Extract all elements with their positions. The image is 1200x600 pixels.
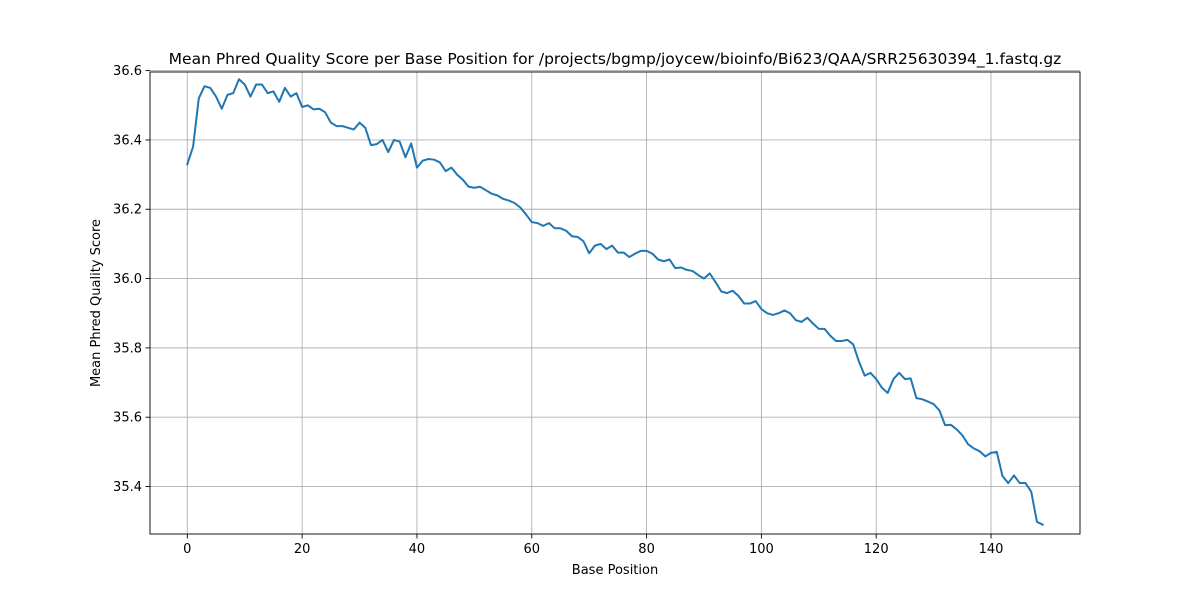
- y-tick-label: 36.2: [113, 203, 142, 218]
- y-tick-label: 35.4: [113, 480, 142, 495]
- y-tick-label: 36.6: [113, 64, 142, 79]
- y-axis-ticks: 35.4 35.6 35.8 36.0 36.2 36.4 36.6: [113, 64, 150, 495]
- x-tick-label: 80: [638, 542, 655, 557]
- y-axis-label: Mean Phred Quality Score: [89, 219, 104, 387]
- x-tick-label: 0: [183, 542, 191, 557]
- y-tick-label: 35.8: [113, 341, 142, 356]
- plot-frame: [149, 71, 1081, 535]
- x-axis-ticks: 0 20 40 60 80 100 120 140: [183, 534, 1003, 557]
- chart-title: Mean Phred Quality Score per Base Positi…: [169, 50, 1062, 69]
- x-tick-label: 120: [864, 542, 889, 557]
- x-tick-label: 140: [979, 542, 1004, 557]
- x-axis-label: Base Position: [572, 563, 658, 578]
- x-tick-label: 40: [409, 542, 426, 557]
- x-tick-label: 20: [294, 542, 311, 557]
- x-tick-label: 60: [523, 542, 540, 557]
- data-series: [186, 78, 1045, 526]
- y-tick-label: 36.0: [113, 272, 142, 287]
- y-tick-label: 35.6: [113, 411, 142, 426]
- axes: [149, 71, 1081, 535]
- grid: [150, 70, 1080, 534]
- y-tick-label: 36.4: [113, 133, 142, 148]
- x-tick-label: 100: [749, 542, 774, 557]
- series-line: [186, 78, 1045, 526]
